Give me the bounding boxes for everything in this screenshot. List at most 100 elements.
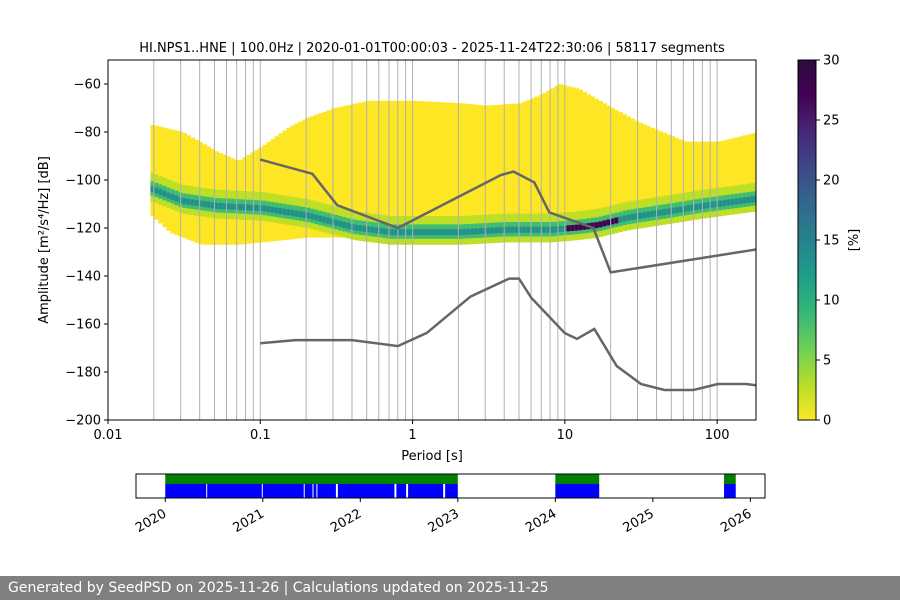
density-band-core xyxy=(466,228,471,235)
colorbar-tick-label: 5 xyxy=(823,354,831,369)
availability-blue-segment xyxy=(313,484,317,498)
density-column xyxy=(418,101,423,238)
density-column xyxy=(458,103,463,236)
density-band-core xyxy=(226,203,231,210)
density-band-core xyxy=(398,229,403,236)
density-band-core xyxy=(510,226,515,233)
availability-frame xyxy=(135,473,766,499)
colorbar-tick-label: 25 xyxy=(823,114,840,129)
density-column xyxy=(574,88,579,232)
density-band-core xyxy=(282,208,287,215)
density-band-core xyxy=(626,214,631,221)
density-band-core xyxy=(694,204,699,211)
density-band-core xyxy=(678,206,683,213)
density-band-core xyxy=(754,195,756,202)
density-column xyxy=(554,85,559,233)
density-band-core xyxy=(590,222,595,229)
chart-title: HI.NPS1..HNE | 100.0Hz | 2020-01-01T00:0… xyxy=(139,41,725,56)
density-column xyxy=(566,86,571,233)
density-band-core xyxy=(198,200,203,207)
density-column xyxy=(610,107,615,231)
density-band-core xyxy=(210,202,215,209)
density-band-core xyxy=(322,216,327,223)
density-band-core xyxy=(750,196,755,203)
density-column xyxy=(518,103,523,233)
density-column xyxy=(726,139,731,213)
density-column xyxy=(426,101,431,237)
density-band-core xyxy=(206,201,211,208)
density-column xyxy=(350,104,355,238)
density-column xyxy=(442,102,447,237)
density-band-core xyxy=(306,212,311,219)
noise-models xyxy=(259,158,756,392)
density-band-core xyxy=(494,227,499,234)
density-column xyxy=(450,102,455,236)
density-column xyxy=(626,116,631,227)
density-band-core xyxy=(742,197,747,204)
density-column xyxy=(682,141,687,218)
density-band-core xyxy=(706,202,711,209)
density-column xyxy=(430,101,435,237)
density-column xyxy=(658,131,663,221)
density-column xyxy=(302,119,307,238)
density-band-core xyxy=(426,229,431,236)
density-band-core xyxy=(326,217,331,224)
availability-tick-label: 2026 xyxy=(718,506,754,536)
density-band-core xyxy=(462,228,467,235)
y-tick-label: −80 xyxy=(74,126,101,141)
density-band-core xyxy=(286,209,291,216)
density-column xyxy=(646,126,651,222)
density-column xyxy=(546,90,551,233)
density-band-core xyxy=(318,215,323,222)
density-column xyxy=(558,84,563,233)
density-band-core xyxy=(294,210,299,217)
density-band-core xyxy=(650,210,655,217)
density-band-core xyxy=(250,204,255,211)
availability-blue-segment xyxy=(317,484,336,498)
density-band-core xyxy=(222,203,227,210)
density-column xyxy=(746,134,751,210)
density-band-core xyxy=(186,198,191,205)
density-column xyxy=(686,141,691,217)
y-tick-label: −180 xyxy=(65,366,101,381)
density-column xyxy=(534,96,539,233)
density-column xyxy=(666,134,671,220)
footer: Generated by SeedPSD on 2025-11-26 | Cal… xyxy=(0,576,900,600)
density-column xyxy=(334,107,339,238)
density-band-core xyxy=(170,193,175,200)
density-band-core xyxy=(702,202,707,209)
density-column xyxy=(470,104,475,235)
density-column xyxy=(298,121,303,239)
colorbar-tick-label: 0 xyxy=(823,414,831,429)
density-band-core xyxy=(298,211,303,218)
density-band-core xyxy=(290,209,295,216)
x-tick-label: 10 xyxy=(557,428,574,443)
density-column xyxy=(362,101,367,238)
density-column xyxy=(462,103,467,236)
density-band-core xyxy=(406,229,411,236)
colorbar xyxy=(797,59,817,421)
availability-blue-segment xyxy=(396,484,407,498)
density-column xyxy=(582,91,587,232)
density-column xyxy=(530,98,535,233)
colorbar-ticks: 0 5 10 15 20 25 30 xyxy=(816,54,840,429)
colorbar-tick-label: 15 xyxy=(823,234,840,249)
density-column xyxy=(422,101,427,238)
density-band-core xyxy=(182,198,187,205)
density-column xyxy=(158,126,163,224)
density-band-core xyxy=(698,203,703,210)
density-band-core xyxy=(686,205,691,212)
density-band-core xyxy=(610,218,615,225)
density-band-core xyxy=(622,215,627,222)
density-band-core xyxy=(154,187,159,194)
density-band-core xyxy=(594,222,599,229)
density-band-core xyxy=(334,219,339,226)
density-band-core xyxy=(270,206,275,213)
density-column xyxy=(406,100,411,238)
density-band-core xyxy=(382,228,387,235)
density-column xyxy=(702,141,707,216)
density-column xyxy=(698,141,703,216)
availability-green-segment xyxy=(724,474,736,484)
density-column xyxy=(354,103,359,238)
density-band-core xyxy=(638,212,643,219)
